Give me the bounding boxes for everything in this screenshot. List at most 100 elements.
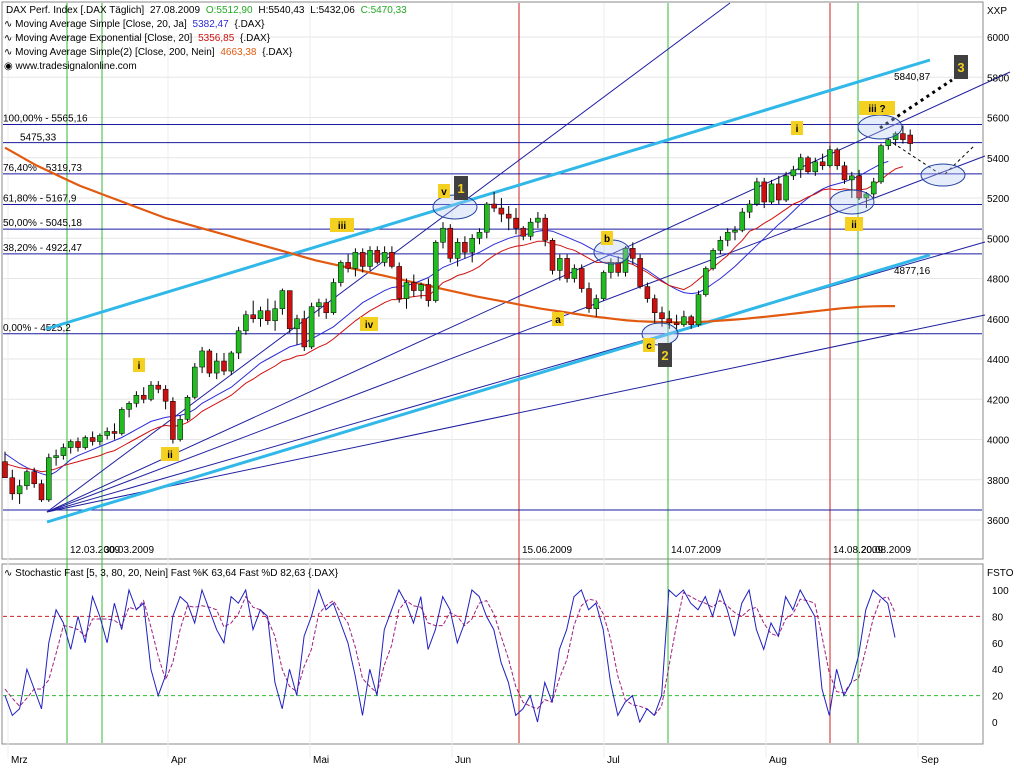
price-tick-label: 5800: [987, 73, 1010, 84]
candle-body: [790, 169, 797, 177]
wave-label-bg: [438, 184, 450, 198]
sma20-line: [4, 160, 889, 477]
price-panel-frame: [1, 1, 984, 560]
candle-body: [484, 203, 490, 233]
candle-body: [162, 388, 169, 402]
price-tick-label: 4800: [987, 275, 1010, 286]
candle-body: [885, 139, 892, 146]
candle-body: [440, 227, 446, 243]
stoch-tick-label: 40: [992, 665, 1004, 676]
candle-body: [549, 240, 556, 271]
ema20-legend: ∿ Moving Average Exponential [Close, 20]…: [4, 33, 271, 44]
candle-body: [688, 316, 694, 326]
fib-level-label: 100,00% - 5565,16: [3, 114, 88, 125]
candle-body: [16, 485, 23, 495]
candle-body: [286, 290, 293, 330]
candle-body: [126, 403, 132, 410]
candle-body: [206, 350, 213, 374]
candle-body: [462, 242, 468, 253]
wave-label-bg: [601, 231, 613, 245]
candle-body: [308, 306, 315, 348]
highlight-ellipse: [920, 163, 966, 187]
fib-level-label: 38,20% - 4922,47: [3, 243, 82, 254]
candle-body: [600, 272, 607, 299]
candle-body: [783, 175, 789, 201]
wave-label-bg: [845, 217, 863, 231]
candle-body: [454, 242, 461, 259]
price-tick-label: 5400: [987, 154, 1010, 165]
wave-label-bg: [859, 101, 895, 115]
candle-body: [374, 250, 381, 263]
wave-label: i: [138, 361, 141, 372]
candle-body: [184, 396, 191, 420]
candle-body: [710, 250, 716, 269]
date-line-label: 30.03.2009: [104, 545, 154, 556]
candle-body: [89, 437, 96, 442]
candle-body: [243, 314, 249, 332]
globe-icon: ◉: [4, 61, 16, 72]
candle-body: [812, 161, 819, 173]
candle-body: [250, 314, 256, 320]
candle-body: [849, 175, 855, 181]
price-tick-label: 3800: [987, 476, 1010, 487]
axes: 6000 5800 5600 5400 5200 5000 4800 4600 4400 4200…: [11, 6, 1014, 766]
candle-body: [819, 161, 826, 167]
candle-body: [491, 203, 497, 209]
month-label: Jul: [607, 755, 620, 766]
candle-body: [9, 477, 16, 495]
wave-label: i: [796, 124, 799, 135]
wave-label-bg: [161, 447, 179, 461]
candle-body: [31, 471, 37, 485]
lower-channel-line: [46, 253, 931, 524]
candle-body: [432, 242, 439, 301]
candle-body: [133, 394, 140, 404]
candle-body: [192, 366, 198, 398]
candle-body: [140, 394, 147, 400]
wave-label-bg: [330, 218, 354, 232]
candle-body: [381, 252, 388, 263]
candle-body: [272, 308, 278, 322]
candle-body: [673, 322, 680, 326]
candle-body: [338, 262, 344, 283]
fib-level-label: 0,00% - 4525,2: [3, 323, 71, 334]
candle-body: [330, 282, 337, 313]
candle-body: [396, 266, 402, 299]
candle-body: [717, 240, 724, 251]
candle-body: [104, 431, 110, 436]
sma200-line: [4, 146, 895, 324]
wave-label-bg: [791, 121, 803, 135]
lower-channel-value: 4877,16: [894, 266, 931, 277]
fan-trend-line: [46, 71, 1011, 513]
wave-count-bg: [454, 176, 468, 200]
price-tick-label: 4400: [987, 355, 1010, 366]
indicator-icon: ∿: [4, 19, 15, 30]
candle-body: [279, 290, 286, 309]
candle-body: [265, 310, 271, 322]
fib-level-label: 50,00% - 5045,18: [3, 218, 82, 229]
month-label: Mrz: [11, 755, 28, 766]
candle-body: [367, 250, 373, 267]
candle-body: [863, 193, 870, 199]
candle-body: [571, 268, 578, 279]
candle-body: [352, 252, 359, 269]
stoch-tick-label: 100: [992, 586, 1009, 597]
source-label: ◉ www.tradesignalonline.com: [4, 61, 137, 72]
wave-label: ii: [851, 220, 857, 231]
candle-body: [797, 157, 804, 171]
candle-body: [651, 298, 658, 313]
date-line-label: 14.07.2009: [671, 545, 721, 556]
candle-body: [75, 441, 81, 448]
candle-body: [768, 183, 775, 203]
month-label: Aug: [769, 755, 787, 766]
stoch-panel-frame: [1, 563, 984, 745]
candle-body: [498, 207, 505, 215]
date-line-label: 12.03.2009: [70, 545, 120, 556]
month-label: Jun: [455, 755, 471, 766]
chart-title-line: DAX Perf. Index [.DAX Täglich] 27.08.200…: [6, 5, 407, 16]
candle-body: [119, 409, 125, 434]
candle-body: [834, 149, 840, 167]
wave-count-bg: [954, 55, 968, 79]
ema20-line: [4, 166, 904, 473]
